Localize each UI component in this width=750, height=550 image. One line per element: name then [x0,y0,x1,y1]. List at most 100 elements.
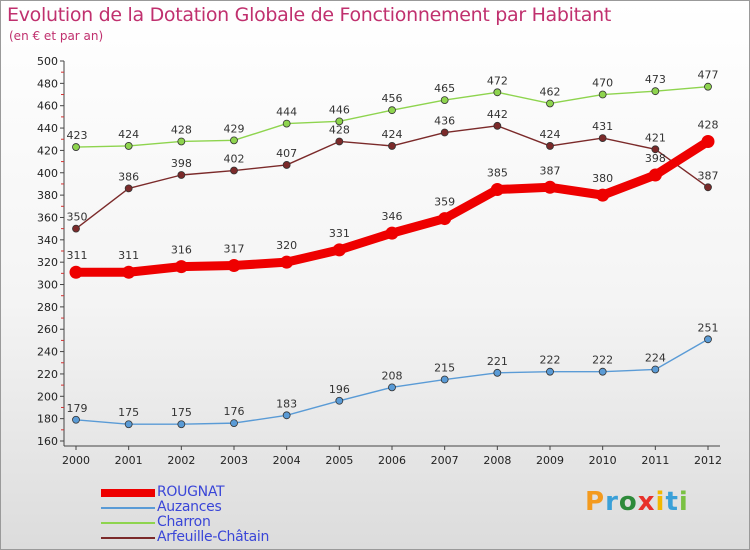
data-point-rougnat [701,134,715,148]
data-label-arfeuille-chatain: 407 [276,147,297,160]
legend-label-auzances: Auzances [157,499,222,515]
x-tick-label: 2007 [431,454,459,467]
data-point-arfeuille-chatain [493,121,502,130]
y-tick-label: 500 [37,55,58,68]
data-label-charron: 473 [645,73,666,86]
data-point-arfeuille-chatain [177,171,186,179]
data-point-auzances [388,383,396,392]
data-label-charron: 429 [224,122,245,135]
data-point-rougnat [227,259,241,273]
data-point-rougnat [174,260,188,274]
proxiti-logo: Proxiti [585,487,689,517]
y-tick-label: 360 [37,211,58,224]
data-point-arfeuille-chatain [335,137,344,146]
data-point-rougnat [69,265,83,279]
data-label-auzances: 222 [592,354,613,367]
x-tick-label: 2001 [115,454,143,467]
data-point-rougnat [490,183,504,197]
data-label-charron: 456 [382,92,403,105]
data-point-auzances [440,375,449,384]
y-tick-label: 460 [37,100,58,113]
legend-swatch-charron [101,522,155,524]
data-point-charron [440,96,449,105]
data-label-arfeuille-chatain: 424 [382,128,403,141]
data-point-rougnat [280,255,294,269]
data-point-charron [493,88,502,97]
data-label-charron: 465 [434,82,455,95]
y-tick-label: 160 [37,435,58,448]
data-point-charron [651,87,660,96]
data-point-charron [72,143,80,151]
data-label-auzances: 175 [118,406,139,419]
data-point-rougnat [596,188,610,202]
data-point-arfeuille-chatain [440,128,449,137]
legend-item-charron: Charron [101,514,321,530]
y-tick-label: 480 [37,77,58,90]
data-point-auzances [282,411,291,420]
data-point-charron [124,142,133,150]
data-label-auzances: 196 [329,383,350,396]
y-tick-label: 400 [37,167,58,180]
data-label-charron: 470 [592,77,613,90]
x-tick-label: 2012 [694,454,722,467]
legend-label-charron: Charron [157,514,211,530]
data-label-arfeuille-chatain: 424 [540,128,561,141]
y-tick-label: 300 [37,279,58,292]
data-label-charron: 423 [67,129,88,142]
data-label-charron: 424 [118,128,139,141]
data-label-rougnat: 398 [645,152,666,165]
data-label-auzances: 222 [540,354,561,367]
chart-title: Evolution de la Dotation Globale de Fonc… [7,4,612,26]
data-label-charron: 446 [329,103,350,116]
data-label-rougnat: 317 [224,243,245,256]
data-point-arfeuille-chatain [598,134,607,143]
y-tick-label: 260 [37,323,58,336]
data-label-rougnat: 428 [698,118,719,131]
data-label-auzances: 175 [171,406,192,419]
data-point-auzances [335,396,344,405]
data-point-arfeuille-chatain [282,161,291,169]
data-point-auzances [704,335,712,344]
y-tick-label: 180 [37,413,58,426]
data-label-rougnat: 320 [276,239,297,252]
data-point-charron [546,99,554,108]
data-point-arfeuille-chatain [388,142,396,150]
data-label-arfeuille-chatain: 398 [171,157,192,170]
data-label-arfeuille-chatain: 428 [329,123,350,136]
data-point-auzances [493,368,502,377]
data-point-charron [388,106,396,115]
data-label-arfeuille-chatain: 350 [67,211,88,224]
x-tick-label: 2011 [641,454,669,467]
data-point-auzances [177,420,186,429]
legend-swatch-auzances [101,507,155,509]
y-tick-label: 440 [37,122,58,135]
data-point-arfeuille-chatain [546,142,554,150]
x-tick-label: 2006 [378,454,406,467]
y-tick-label: 420 [37,144,58,157]
y-tick-label: 320 [37,256,58,269]
data-point-rougnat [543,180,557,194]
y-tick-label: 380 [37,189,58,202]
data-point-charron [230,136,238,145]
x-tick-label: 2004 [273,454,301,467]
data-label-arfeuille-chatain: 387 [698,169,719,182]
data-label-arfeuille-chatain: 431 [592,120,613,133]
data-label-auzances: 176 [224,405,245,418]
data-point-charron [335,117,344,126]
data-point-arfeuille-chatain [72,224,80,233]
data-label-rougnat: 385 [487,167,508,180]
data-point-arfeuille-chatain [704,183,712,192]
data-label-auzances: 208 [382,369,403,382]
x-tick-label: 2008 [483,454,511,467]
legend-swatch-arfeuille-chatain [101,537,155,539]
data-label-rougnat: 316 [171,244,192,257]
data-label-arfeuille-chatain: 386 [118,170,139,183]
x-tick-label: 2009 [536,454,564,467]
legend-label-rougnat: ROUGNAT [157,484,225,500]
data-point-charron [704,82,712,91]
data-point-auzances [651,365,660,374]
legend-label-arfeuille-chatain: Arfeuille-Châtain [157,529,270,545]
data-label-charron: 477 [698,69,719,82]
data-label-auzances: 224 [645,351,666,364]
